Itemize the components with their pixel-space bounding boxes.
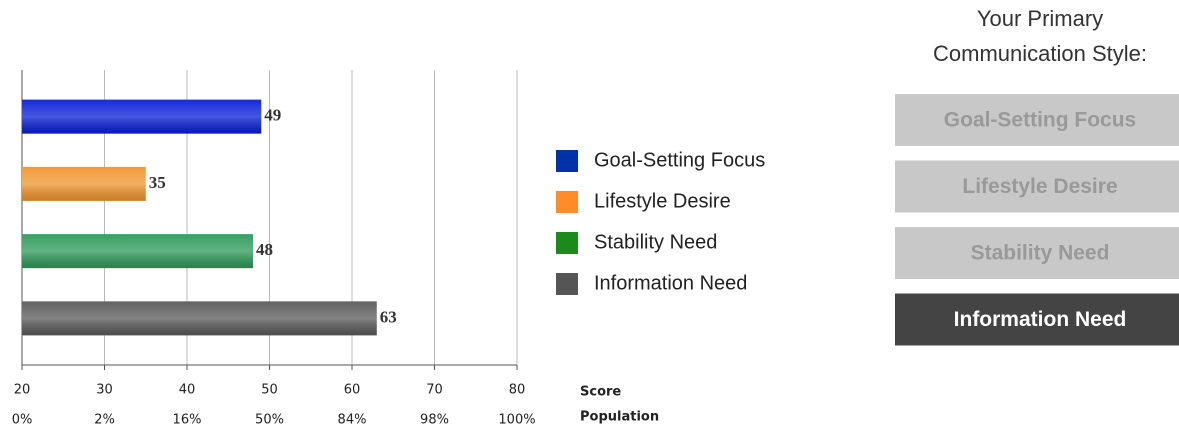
bar-shine	[22, 99, 262, 134]
style-button-label[interactable]: Information Need	[954, 308, 1127, 331]
population-tick-label: 100%	[498, 413, 535, 428]
style-button[interactable]	[895, 227, 1179, 279]
population-tick-label: 0%	[12, 413, 33, 428]
x-tick-label: 80	[509, 383, 526, 398]
value-label: 63	[380, 307, 397, 326]
legend-label: Information Need	[594, 272, 747, 294]
bar-shine	[22, 301, 377, 336]
population-tick-label: 98%	[420, 413, 449, 428]
style-button[interactable]	[895, 94, 1179, 146]
style-button[interactable]	[895, 293, 1179, 346]
population-tick-label: 16%	[173, 413, 202, 428]
value-label: 49	[264, 106, 281, 125]
legend-swatch	[556, 150, 578, 172]
x-tick-label: 20	[14, 383, 31, 398]
legend-swatch	[556, 191, 578, 213]
panel-title: Communication Style:	[933, 41, 1147, 66]
style-button[interactable]	[895, 160, 1179, 213]
population-tick-label: 2%	[94, 413, 115, 428]
value-label: 35	[149, 173, 166, 192]
x-tick-label: 70	[426, 383, 443, 398]
value-label: 48	[256, 240, 273, 259]
x-tick-label: 50	[261, 383, 278, 398]
legend-label: Lifestyle Desire	[594, 190, 731, 212]
legend-label: Goal-Setting Focus	[594, 149, 765, 171]
x-tick-label: 60	[344, 383, 361, 398]
style-button-label[interactable]: Lifestyle Desire	[962, 175, 1117, 198]
x-tick-label: 30	[96, 383, 113, 398]
legend-swatch	[556, 273, 578, 295]
bar-shine	[22, 166, 146, 201]
style-button-label[interactable]: Stability Need	[971, 242, 1110, 265]
population-tick-label: 84%	[338, 413, 367, 428]
x-tick-label: 40	[179, 383, 196, 398]
x-axis-label: Score	[580, 385, 621, 400]
bar-shine	[22, 234, 253, 269]
population-axis-label: Population	[580, 410, 659, 425]
legend-swatch	[556, 232, 578, 254]
panel-title: Your Primary	[977, 6, 1103, 31]
style-button-label[interactable]: Goal-Setting Focus	[944, 109, 1137, 132]
legend-label: Stability Need	[594, 231, 717, 253]
population-tick-label: 50%	[255, 413, 284, 428]
